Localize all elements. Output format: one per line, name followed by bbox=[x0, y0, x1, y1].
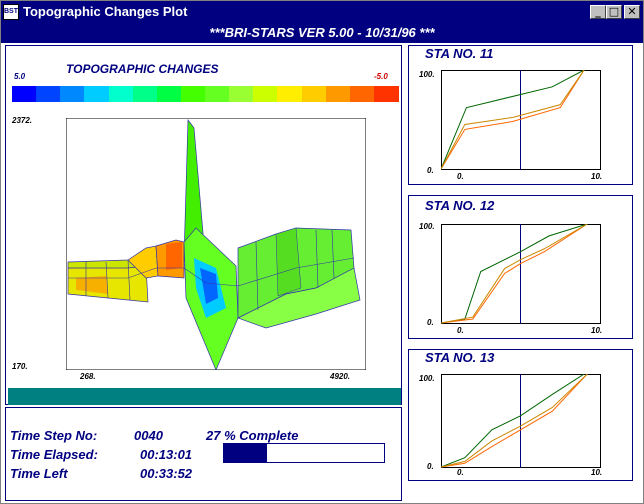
color-scale-swatch bbox=[373, 86, 399, 102]
series-line-0 bbox=[441, 224, 588, 324]
surface-red-block bbox=[166, 242, 182, 270]
series-line-2 bbox=[441, 224, 588, 324]
time-left-label: Time Left bbox=[10, 466, 68, 481]
station-13-chart bbox=[441, 374, 601, 468]
color-scale-swatch bbox=[84, 86, 110, 102]
y-top-label: 2372. bbox=[12, 116, 33, 125]
station-12-chart bbox=[441, 224, 601, 324]
version-banner: ***BRI-STARS VER 5.00 - 10/31/96 *** bbox=[1, 23, 643, 43]
color-scale-swatch bbox=[36, 86, 62, 102]
close-button[interactable]: ✕ bbox=[624, 5, 640, 19]
topographic-surface-plot bbox=[66, 118, 366, 370]
surface-deep-blue bbox=[200, 268, 218, 304]
station-panel-12: STA NO. 12 100. 0. 0. 10. bbox=[408, 195, 633, 339]
color-scale-swatch bbox=[180, 86, 206, 102]
station-title: STA NO. 11 bbox=[425, 46, 494, 61]
station-panel-13: STA NO. 13 100. 0. 0. 10. bbox=[408, 349, 633, 481]
series-line-1 bbox=[441, 374, 588, 468]
progress-bar bbox=[223, 443, 385, 463]
color-scale-swatch bbox=[132, 86, 158, 102]
status-panel: Time Step No: 0040 27 % Complete Time El… bbox=[5, 407, 402, 501]
station-y-min-label: 0. bbox=[427, 318, 434, 327]
surface-left-orange bbox=[76, 276, 108, 294]
time-step-value: 0040 bbox=[134, 428, 163, 443]
station-title: STA NO. 12 bbox=[425, 198, 495, 213]
title-bar[interactable]: BST Topographic Changes Plot _ □ ✕ bbox=[1, 1, 643, 23]
time-elapsed-label: Time Elapsed: bbox=[10, 447, 98, 462]
color-scale-swatch bbox=[253, 86, 279, 102]
minimize-button[interactable]: _ bbox=[590, 5, 606, 19]
station-y-min-label: 0. bbox=[427, 462, 434, 471]
station-y-max-label: 100. bbox=[419, 374, 435, 383]
color-scale-swatch bbox=[60, 86, 86, 102]
progress-fill bbox=[224, 444, 268, 462]
station-11-chart bbox=[441, 70, 601, 170]
color-scale-bar bbox=[12, 86, 399, 102]
surface-right-lower bbox=[237, 267, 361, 329]
station-x-min-label: 0. bbox=[457, 172, 464, 181]
station-y-min-label: 0. bbox=[427, 166, 434, 175]
time-step-label: Time Step No: bbox=[10, 428, 98, 443]
topographic-title: TOPOGRAPHIC CHANGES bbox=[66, 62, 219, 76]
window-title: Topographic Changes Plot bbox=[23, 4, 188, 19]
series-line-1 bbox=[441, 224, 588, 324]
surface-grid bbox=[68, 229, 355, 311]
series-line-0 bbox=[441, 374, 585, 468]
color-scale-swatch bbox=[277, 86, 303, 102]
station-y-max-label: 100. bbox=[419, 70, 435, 79]
color-scale-swatch bbox=[301, 86, 327, 102]
station-x-min-label: 0. bbox=[457, 326, 464, 335]
series-line-0 bbox=[441, 70, 585, 170]
color-scale-swatch bbox=[205, 86, 230, 102]
station-x-max-label: 10. bbox=[591, 468, 603, 477]
topographic-panel: TOPOGRAPHIC CHANGES 5.0 -5.0 2372. 170. … bbox=[5, 45, 402, 405]
station-panel-11: STA NO. 11 100. 0. 0. 10. bbox=[408, 45, 633, 185]
scale-min-label: 5.0 bbox=[14, 72, 26, 81]
percent-complete: 27 % Complete bbox=[206, 428, 299, 443]
color-scale-swatch bbox=[349, 86, 375, 102]
surface-right-panel bbox=[275, 227, 302, 297]
x-right-label: 4920. bbox=[330, 372, 351, 381]
station-y-max-label: 100. bbox=[419, 222, 435, 231]
color-scale-swatch bbox=[12, 86, 37, 102]
station-x-max-label: 10. bbox=[591, 172, 603, 181]
series-line-2 bbox=[441, 374, 588, 468]
x-left-label: 268. bbox=[80, 372, 96, 381]
maximize-button[interactable]: □ bbox=[606, 5, 622, 19]
station-title: STA NO. 13 bbox=[425, 350, 495, 365]
y-bottom-label: 170. bbox=[12, 362, 28, 371]
time-elapsed-value: 00:13:01 bbox=[140, 447, 193, 462]
bst-app-icon[interactable]: BST bbox=[3, 4, 19, 20]
series-line-2 bbox=[441, 70, 585, 170]
color-scale-swatch bbox=[108, 86, 134, 102]
series-line-1 bbox=[441, 70, 585, 170]
time-left-value: 00:33:52 bbox=[140, 466, 193, 481]
station-x-max-label: 10. bbox=[591, 326, 603, 335]
color-scale-swatch bbox=[229, 86, 255, 102]
station-x-min-label: 0. bbox=[457, 468, 464, 477]
color-scale-swatch bbox=[325, 86, 351, 102]
scale-max-label: -5.0 bbox=[374, 72, 388, 81]
divider-bar bbox=[8, 388, 401, 405]
color-scale-swatch bbox=[156, 86, 182, 102]
